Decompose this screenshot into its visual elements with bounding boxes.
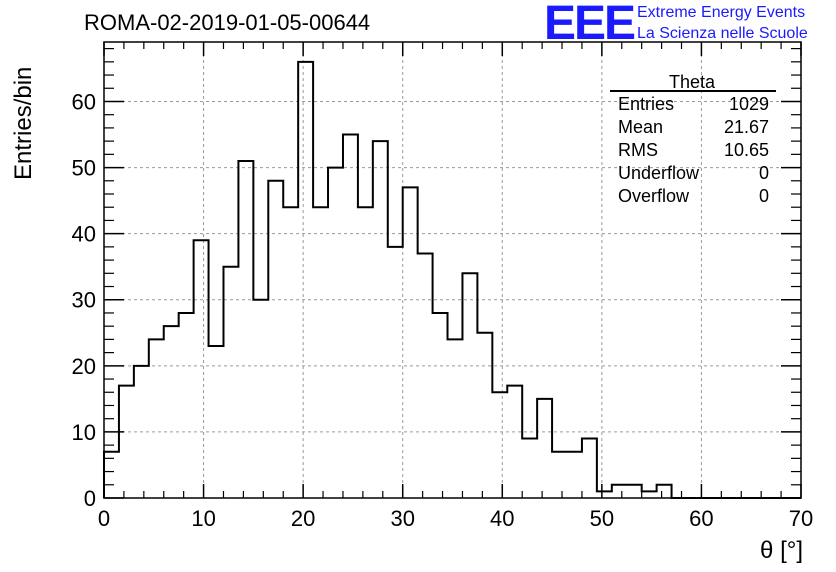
y-tick-label: 10	[72, 420, 96, 445]
x-axis-label: θ [°]	[760, 537, 803, 564]
x-tick-label: 10	[191, 506, 215, 531]
x-tick-label: 70	[789, 506, 813, 531]
stats-label-entries: Entries	[618, 94, 674, 114]
x-tick-label: 40	[490, 506, 514, 531]
y-tick-label: 20	[72, 354, 96, 379]
stats-label-rms: RMS	[618, 140, 658, 160]
logo-caption-line1: Extreme Energy Events	[637, 4, 806, 21]
logo-caption: Extreme Energy Events La Scienza nelle S…	[637, 2, 808, 44]
grid-lines	[104, 42, 801, 498]
y-tick-label: 60	[72, 89, 96, 114]
stats-value-entries: 1029	[729, 94, 769, 114]
stats-value-mean: 21.67	[724, 117, 769, 137]
stats-label-mean: Mean	[618, 117, 663, 137]
stats-label-overflow: Overflow	[618, 186, 690, 206]
tick-labels: 0 10 20 30 40 50 60 70 0 10 20 30 40 50 60	[72, 89, 814, 531]
x-tick-label: 30	[390, 506, 414, 531]
x-tick-label: 20	[291, 506, 315, 531]
y-tick-label: 50	[72, 156, 96, 181]
x-tick-label: 50	[590, 506, 614, 531]
stats-title: Theta	[669, 72, 716, 92]
y-axis-label: Entries/bin	[10, 67, 37, 180]
eee-logo: EEE	[544, 0, 636, 50]
stats-value-underflow: 0	[759, 163, 769, 183]
y-tick-label: 40	[72, 222, 96, 247]
stats-box: Theta Entries 1029 Mean 21.67 RMS 10.65 Underf…	[610, 72, 776, 206]
stats-value-overflow: 0	[759, 186, 769, 206]
y-tick-label: 0	[84, 486, 96, 511]
plot-frame	[103, 41, 802, 499]
run-title: ROMA-02-2019-01-05-00644	[84, 10, 371, 35]
stats-label-underflow: Underflow	[618, 163, 700, 183]
y-tick-label: 30	[72, 288, 96, 313]
logo-caption-line2: La Scienza nelle Scuole	[637, 25, 808, 42]
histogram-steps	[103, 60, 801, 499]
stats-value-rms: 10.65	[724, 140, 769, 160]
x-tick-label: 0	[98, 506, 110, 531]
x-tick-label: 60	[689, 506, 713, 531]
